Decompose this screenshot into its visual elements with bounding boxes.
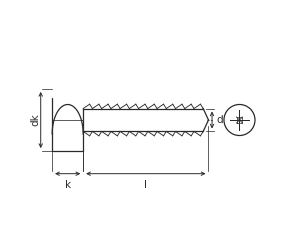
Text: k: k [64,180,71,190]
Text: l: l [144,180,147,190]
Text: dk: dk [31,114,40,126]
Text: d: d [216,115,223,125]
